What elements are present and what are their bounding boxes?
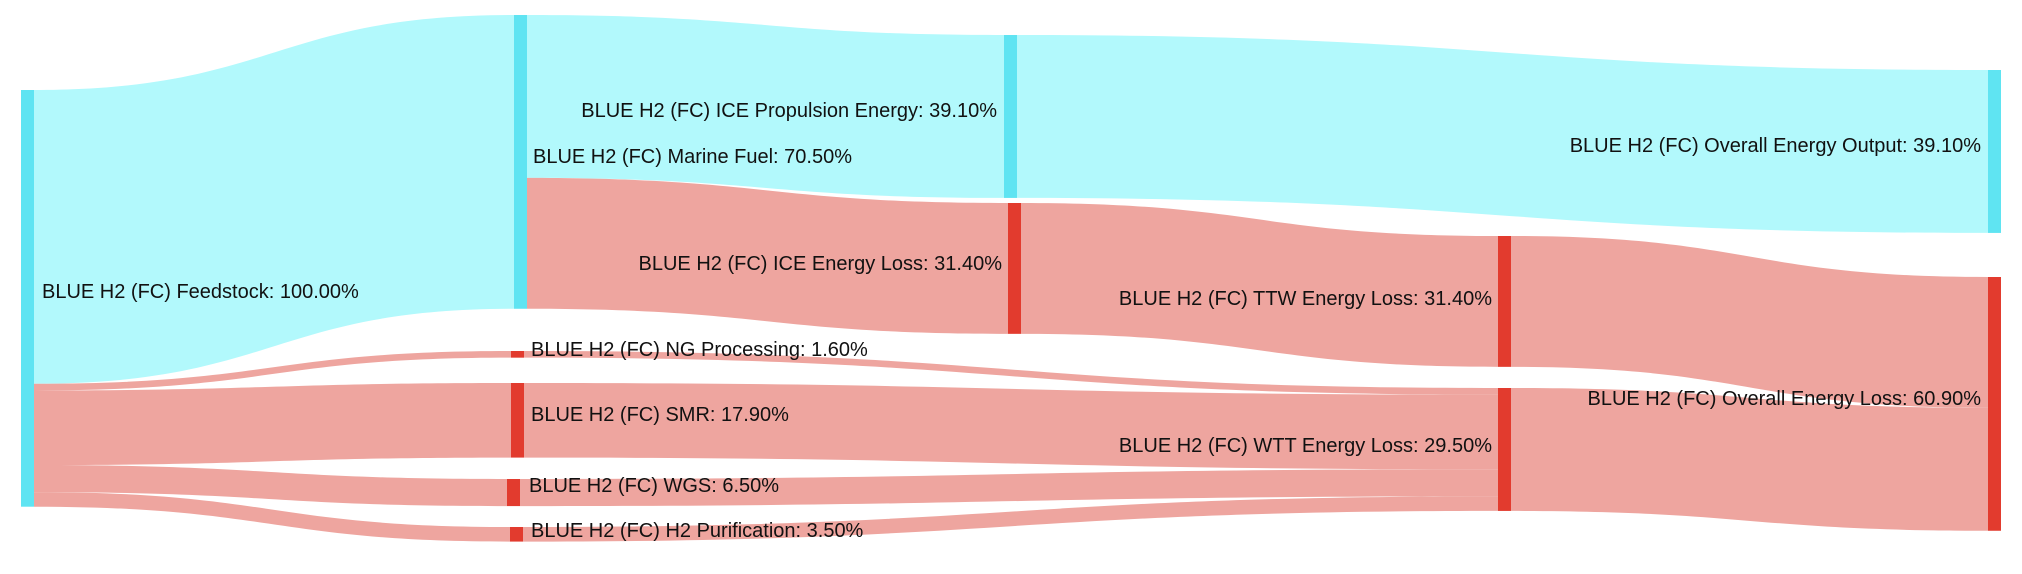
node-smr (511, 383, 524, 458)
node-ice_propulsion (1004, 35, 1017, 198)
label-overall_output: BLUE H2 (FC) Overall Energy Output: 39.1… (1570, 135, 1981, 157)
node-ng_processing (511, 351, 524, 358)
link-ng_processing-to-wtt_loss (524, 351, 1498, 395)
link-feedstock-to-ng_processing (34, 351, 511, 391)
link-marine_fuel-to-ice_propulsion (527, 15, 1004, 198)
link-marine_fuel-to-ice_loss (527, 177, 1008, 334)
sankey-labels: BLUE H2 (FC) Feedstock: 100.00% BLUE H2 (… (42, 100, 1981, 542)
sankey-nodes (21, 15, 2001, 542)
node-overall_output (1988, 70, 2001, 233)
link-feedstock-to-wgs (34, 465, 507, 507)
link-feedstock-to-smr (34, 383, 511, 466)
sankey-links (34, 15, 1988, 542)
node-wgs (507, 479, 520, 507)
label-ttw_loss: BLUE H2 (FC) TTW Energy Loss: 31.40% (1119, 288, 1492, 310)
link-ttw_loss-to-overall_loss (1511, 236, 1988, 408)
link-ice_propulsion-to-overall_output (1017, 35, 1988, 233)
link-wtt_loss-to-overall_loss (1511, 388, 1988, 531)
link-wgs-to-wtt_loss (520, 469, 1498, 507)
label-marine_fuel: BLUE H2 (FC) Marine Fuel: 70.50% (533, 146, 852, 168)
label-ice_loss: BLUE H2 (FC) ICE Energy Loss: 31.40% (639, 253, 1003, 275)
label-smr: BLUE H2 (FC) SMR: 17.90% (531, 404, 789, 426)
label-feedstock: BLUE H2 (FC) Feedstock: 100.00% (42, 281, 359, 303)
node-marine_fuel (514, 15, 527, 309)
link-feedstock-to-marine_fuel (34, 15, 514, 384)
node-wtt_loss (1498, 388, 1511, 511)
label-wgs: BLUE H2 (FC) WGS: 6.50% (529, 475, 779, 497)
node-h2_purification (510, 527, 523, 542)
link-smr-to-wtt_loss (524, 383, 1498, 470)
node-ttw_loss (1498, 236, 1511, 367)
link-h2_purification-to-wtt_loss (523, 496, 1498, 542)
label-overall_loss: BLUE H2 (FC) Overall Energy Loss: 60.90% (1588, 388, 1982, 410)
link-feedstock-to-h2_purification (34, 492, 510, 542)
label-ice_propulsion: BLUE H2 (FC) ICE Propulsion Energy: 39.1… (581, 100, 997, 122)
node-overall_loss (1988, 277, 2001, 531)
label-wtt_loss: BLUE H2 (FC) WTT Energy Loss: 29.50% (1119, 435, 1492, 457)
node-ice_loss (1008, 203, 1021, 334)
link-ice_loss-to-ttw_loss (1021, 203, 1498, 367)
label-ng_processing: BLUE H2 (FC) NG Processing: 1.60% (531, 339, 868, 361)
node-feedstock (21, 90, 34, 507)
label-h2_purification: BLUE H2 (FC) H2 Purification: 3.50% (531, 520, 864, 542)
